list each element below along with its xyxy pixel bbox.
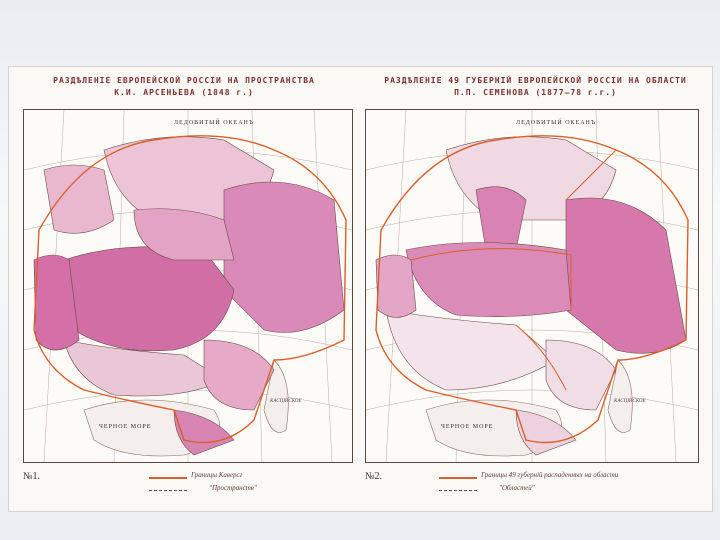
left-map-graphic: ЛЕДОВИТЫЙ ОКЕАНЪ ЧЕРНОЕ МОРЕ КАСПІЙСКОЕ bbox=[24, 110, 352, 462]
right-legend-swatch-2 bbox=[439, 490, 477, 491]
left-panel: РАЗДѢЛЕНІЕ ЕВРОПЕЙСКОЙ РОССІИ НА ПРОСТРА… bbox=[9, 67, 359, 511]
left-legend-1: Границы Каверсг bbox=[191, 471, 243, 479]
right-map-number: №2. bbox=[365, 471, 383, 482]
right-map-title-line1: РАЗДѢЛЕНІЕ 49 ГУБЕРНІЙ ЕВРОПЕЙСКОЙ РОССІ… bbox=[384, 76, 687, 85]
map-sheet: РАЗДѢЛЕНІЕ ЕВРОПЕЙСКОЙ РОССІИ НА ПРОСТРА… bbox=[8, 66, 713, 512]
right-legend-swatch-1 bbox=[439, 477, 477, 479]
left-map-title-line2: К.И. АРСЕНЬЕВА (1848 г.) bbox=[114, 88, 254, 97]
right-legend-2: "Областей" bbox=[499, 484, 535, 492]
right-panel: РАЗДѢЛЕНІЕ 49 ГУБЕРНІЙ ЕВРОПЕЙСКОЙ РОССІ… bbox=[359, 67, 712, 511]
right-map-frame: ЛЕДОВИТЫЙ ОКЕАНЪ ЧЕРНОЕ МОРЕ КАСПІЙСКОЕ bbox=[365, 109, 699, 463]
left-legend-swatch-2 bbox=[149, 490, 187, 491]
left-map-frame: ЛЕДОВИТЫЙ ОКЕАНЪ ЧЕРНОЕ МОРЕ КАСПІЙСКОЕ bbox=[23, 109, 353, 463]
right-map-graphic: ЛЕДОВИТЫЙ ОКЕАНЪ ЧЕРНОЕ МОРЕ КАСПІЙСКОЕ bbox=[366, 110, 698, 462]
left-map-title-line1: РАЗДѢЛЕНІЕ ЕВРОПЕЙСКОЙ РОССІИ НА ПРОСТРА… bbox=[53, 76, 315, 85]
right-legend-1: Границы 49 губерній распаденных на облас… bbox=[481, 471, 619, 479]
left-map-number: №1. bbox=[23, 471, 41, 482]
left-map-label-arctic: ЛЕДОВИТЫЙ ОКЕАНЪ bbox=[174, 118, 254, 126]
right-map-label-caspian: КАСПІЙСКОЕ bbox=[613, 397, 646, 404]
right-map-label-arctic: ЛЕДОВИТЫЙ ОКЕАНЪ bbox=[516, 118, 596, 126]
left-legend-2: "Пространств" bbox=[209, 484, 257, 492]
right-map-title-line2: П.П. СЕМЕНОВА (1877–78 г.г.) bbox=[454, 88, 617, 97]
right-map-label-sea: ЧЕРНОЕ МОРЕ bbox=[441, 424, 493, 430]
left-map-label-caspian: КАСПІЙСКОЕ bbox=[269, 397, 302, 404]
left-legend-swatch-1 bbox=[149, 477, 187, 479]
left-map-label-sea: ЧЕРНОЕ МОРЕ bbox=[99, 424, 151, 430]
